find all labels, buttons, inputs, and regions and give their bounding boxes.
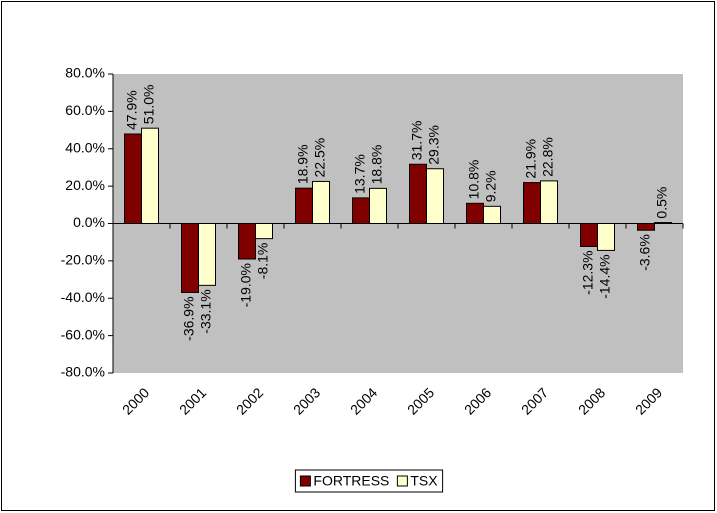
value-label: 47.9% [124, 90, 140, 130]
bar [580, 223, 598, 247]
bar [181, 223, 199, 293]
bar [141, 127, 159, 225]
value-label: -36.9% [181, 296, 197, 340]
bar [409, 163, 427, 224]
y-tick-label: -60.0% [61, 326, 105, 342]
y-tick-label: 0.0% [73, 214, 105, 230]
y-tick-label: -40.0% [61, 289, 105, 305]
bar [352, 197, 370, 225]
value-label: 10.8% [466, 160, 482, 200]
value-label: 18.9% [295, 144, 311, 184]
bar [523, 182, 541, 224]
bar [198, 223, 216, 286]
value-label: 0.5% [654, 187, 670, 219]
bar [295, 187, 313, 224]
legend-swatch [396, 475, 408, 487]
bar [124, 133, 142, 224]
y-tick-label: 20.0% [65, 177, 105, 193]
bar [483, 205, 501, 224]
legend-swatch [299, 475, 311, 487]
value-label: -19.0% [238, 263, 254, 307]
value-label: 21.9% [523, 139, 539, 179]
value-label: -33.1% [198, 289, 214, 333]
value-label: 22.5% [312, 138, 328, 178]
value-label: 51.0% [141, 84, 157, 124]
value-label: 22.8% [540, 137, 556, 177]
bar [466, 202, 484, 225]
y-tick-label: 80.0% [65, 65, 105, 81]
value-label: -14.4% [597, 254, 613, 298]
value-label: -12.3% [580, 250, 596, 294]
value-label: 18.8% [369, 145, 385, 185]
bar [426, 168, 444, 224]
value-label: 29.3% [426, 125, 442, 165]
value-label: 13.7% [352, 154, 368, 194]
legend-label: FORTRESS [313, 473, 389, 489]
value-label: -3.6% [637, 234, 653, 271]
y-tick-label: 60.0% [65, 102, 105, 118]
bar [312, 180, 330, 224]
y-tick-label: -20.0% [61, 252, 105, 268]
legend: FORTRESS TSX [294, 469, 444, 493]
bar [597, 223, 615, 251]
legend-label: TSX [410, 473, 438, 489]
y-tick-label: -80.0% [61, 364, 105, 380]
value-label: 9.2% [483, 170, 499, 202]
bar [637, 223, 655, 231]
value-label: -8.1% [255, 243, 271, 280]
bar [540, 180, 558, 224]
bar [255, 223, 273, 240]
y-tick-label: 40.0% [65, 139, 105, 155]
value-label: 31.7% [409, 121, 425, 161]
bar [238, 223, 256, 260]
bar [369, 187, 387, 224]
